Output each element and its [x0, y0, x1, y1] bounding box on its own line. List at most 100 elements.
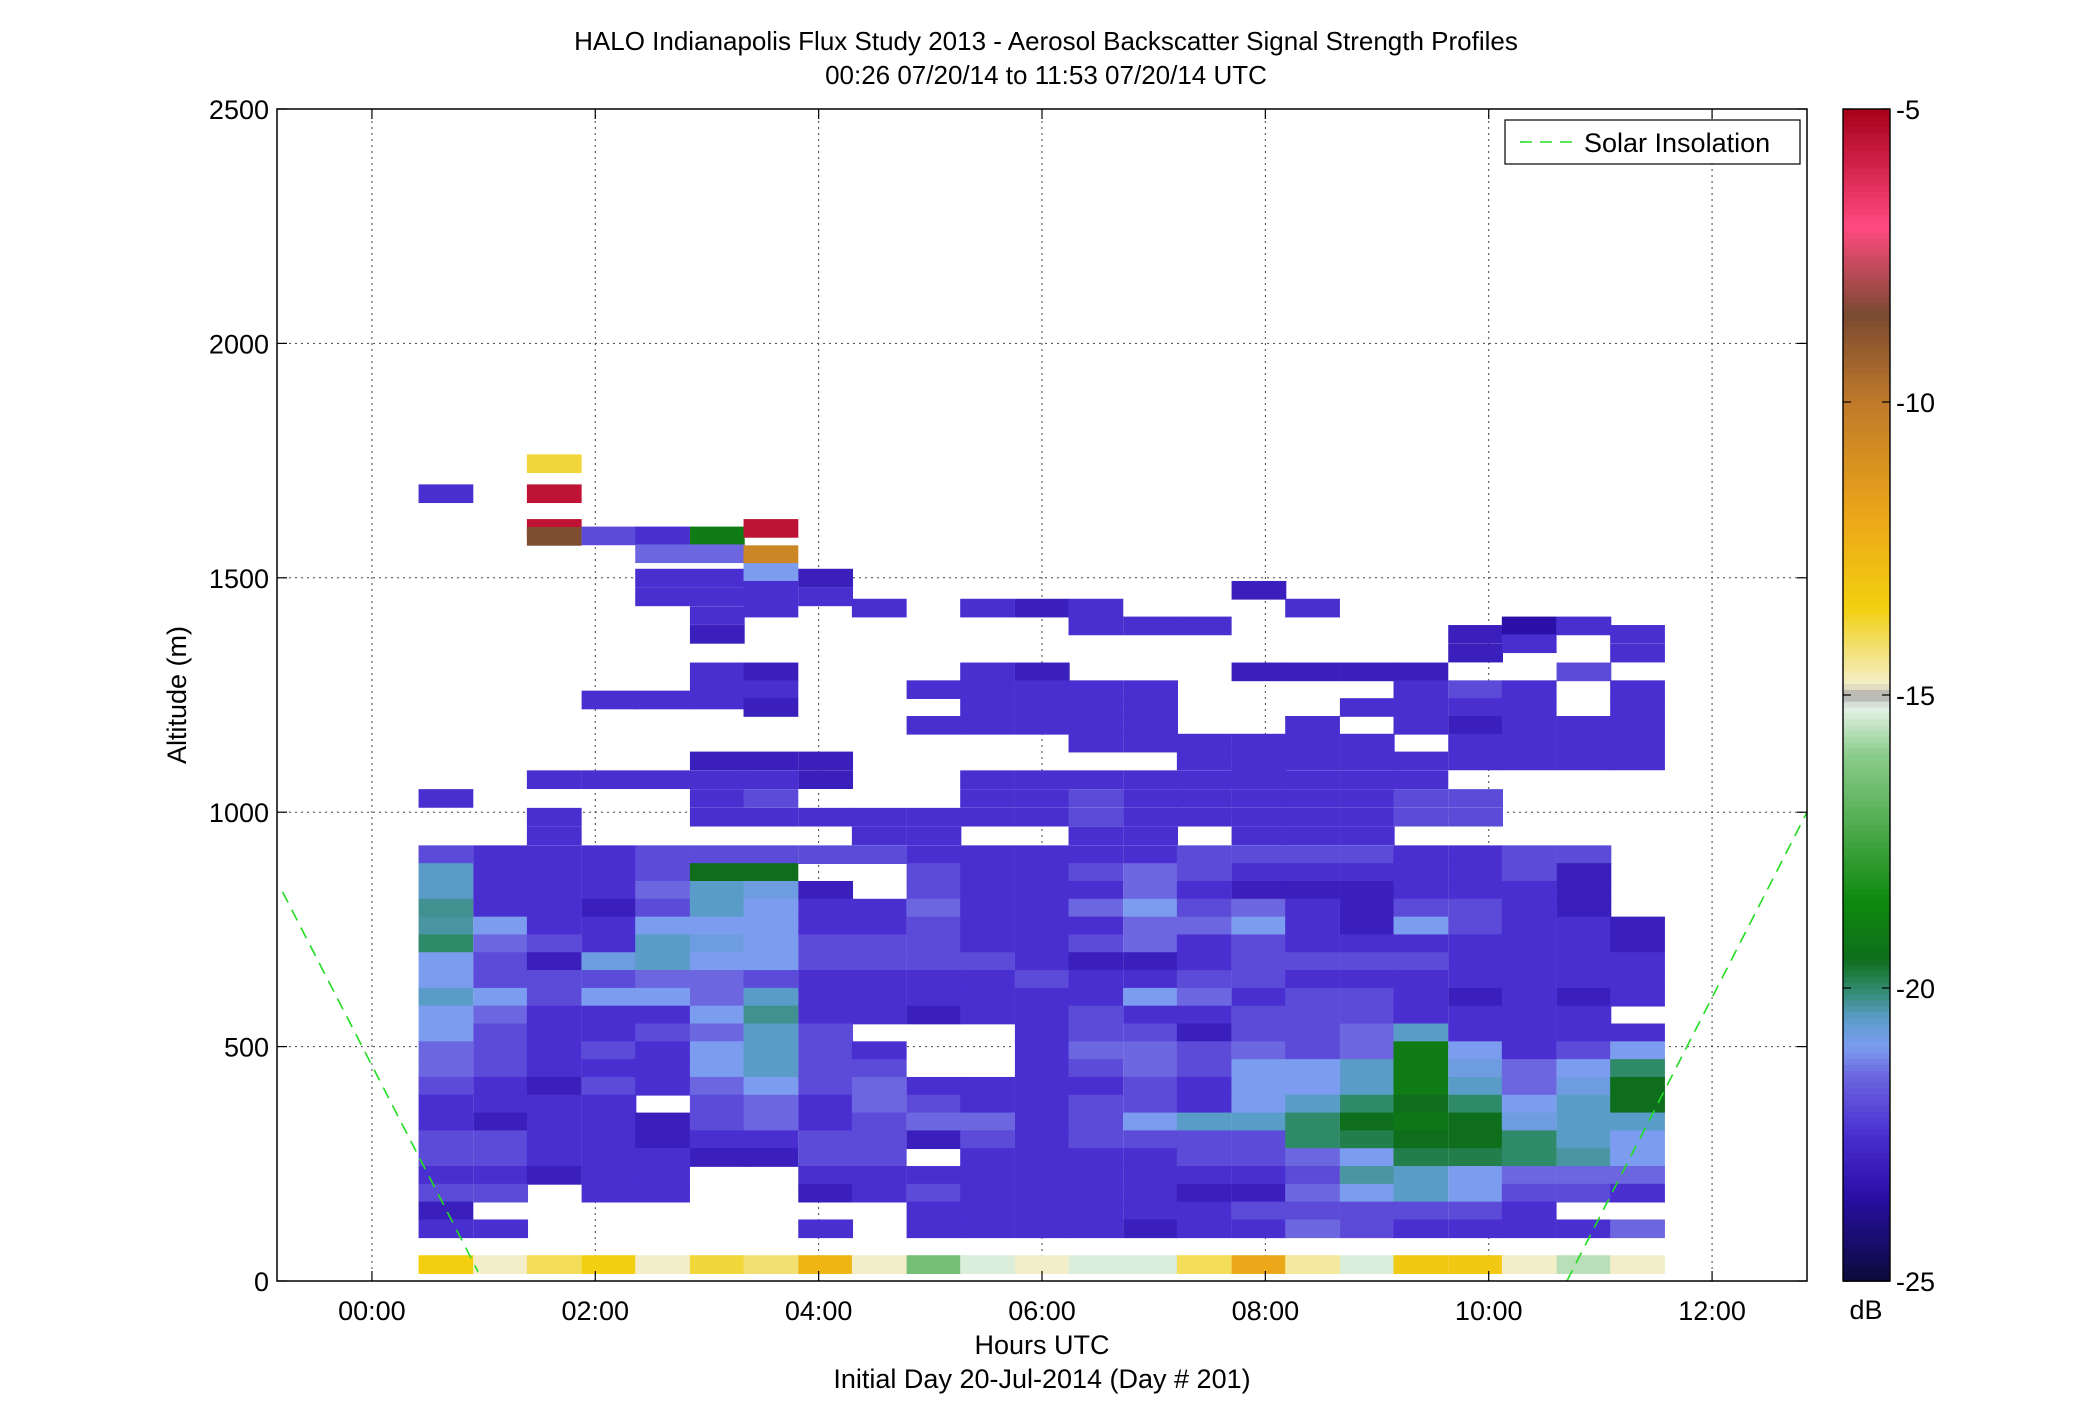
heatmap-cell	[581, 934, 637, 954]
heatmap-cell	[1068, 789, 1124, 808]
heatmap-cell	[960, 1005, 1015, 1025]
heatmap-cell	[1123, 1183, 1179, 1203]
heatmap-cell	[418, 789, 474, 808]
heatmap-cell	[851, 987, 907, 1007]
heatmap-cell	[581, 845, 637, 865]
heatmap-cell	[906, 916, 962, 936]
heatmap-cell	[473, 1130, 529, 1150]
heatmap-cell	[1285, 1059, 1340, 1078]
heatmap-cell	[1068, 715, 1124, 735]
x-tick-label: 10:00	[1455, 1296, 1523, 1326]
heatmap-cell	[526, 1059, 582, 1078]
heatmap-cell	[1285, 1130, 1340, 1150]
colorbar-stripe	[1843, 220, 1890, 227]
heatmap-cell	[1123, 916, 1179, 936]
heatmap-cell	[1556, 1094, 1612, 1114]
heatmap-cell	[689, 526, 745, 546]
colorbar-stripe	[1843, 208, 1890, 216]
y-tick-label: 1000	[209, 798, 269, 828]
heatmap-cell	[526, 1041, 582, 1060]
heatmap-cell	[418, 1041, 474, 1060]
ground-strip-cell	[1123, 1255, 1179, 1274]
legend-label-solar: Solar Insolation	[1584, 128, 1770, 158]
heatmap-cell	[1339, 952, 1395, 971]
colorbar-stripe	[1843, 689, 1890, 696]
heatmap-cell	[689, 568, 745, 588]
heatmap-cell	[1339, 1005, 1395, 1025]
heatmap-cell	[1231, 952, 1287, 971]
colorbar-stripe	[1843, 366, 1890, 374]
heatmap-cell	[526, 952, 582, 971]
heatmap-cell	[1501, 1005, 1557, 1025]
heatmap-cell	[906, 1183, 962, 1203]
heatmap-cell	[1501, 1076, 1557, 1096]
heatmap-cell	[1068, 1130, 1124, 1150]
heatmap-cell	[1448, 1076, 1503, 1096]
colorbar-stripe	[1843, 466, 1890, 474]
heatmap-cell	[1176, 987, 1232, 1007]
colorbar-stripe	[1843, 993, 1890, 1001]
colorbar-stripe	[1843, 1017, 1890, 1024]
heatmap-cell	[473, 880, 529, 900]
heatmap-cell	[1176, 1166, 1232, 1185]
heatmap-cell	[581, 1005, 637, 1025]
colorbar-stripe	[1843, 232, 1890, 239]
colorbar-stripe	[1843, 835, 1890, 843]
heatmap-cell	[1123, 770, 1179, 790]
heatmap-cell	[1068, 845, 1124, 865]
heatmap-cell	[1123, 1041, 1179, 1060]
colorbar-stripe	[1843, 806, 1890, 813]
colorbar-stripe	[1843, 964, 1890, 972]
heatmap-cell	[1285, 733, 1340, 753]
heatmap-cell	[473, 1059, 529, 1078]
heatmap-cell	[798, 1166, 854, 1185]
heatmap-cell	[689, 987, 745, 1007]
colorbar-stripe	[1843, 583, 1890, 591]
colorbar-label: dB	[1849, 1295, 1882, 1325]
heatmap-cell	[1231, 916, 1287, 936]
heatmap-cell	[1610, 934, 1665, 954]
heatmap-cell	[906, 863, 962, 882]
heatmap-cell	[526, 1130, 582, 1150]
heatmap-cell	[851, 845, 907, 865]
colorbar-stripe	[1843, 1034, 1890, 1042]
colorbar-stripe	[1843, 372, 1890, 380]
heatmap-cell	[1501, 916, 1557, 936]
heatmap-cell	[743, 1076, 799, 1096]
heatmap-cell	[1123, 1023, 1179, 1043]
colorbar-stripe	[1843, 935, 1890, 942]
heatmap-cell	[689, 1148, 745, 1167]
heatmap-cell	[1393, 952, 1449, 971]
heatmap-cell	[1285, 863, 1340, 882]
heatmap-cell	[743, 863, 799, 882]
heatmap-cell	[1556, 733, 1612, 753]
heatmap-cell	[1448, 1219, 1503, 1239]
colorbar-stripe	[1843, 683, 1890, 690]
heatmap-cell	[1176, 807, 1232, 827]
heatmap-cell	[743, 580, 799, 600]
heatmap-cell	[1176, 863, 1232, 882]
heatmap-cell	[1393, 1183, 1449, 1203]
colorbar-stripe	[1843, 1087, 1890, 1095]
heatmap-cell	[1610, 715, 1665, 735]
heatmap-cell	[1339, 770, 1395, 790]
heatmap-cell	[960, 1183, 1015, 1203]
colorbar-stripe	[1843, 753, 1890, 761]
heatmap-cell	[1501, 634, 1557, 654]
heatmap-cell	[581, 916, 637, 936]
colorbar-stripe	[1843, 261, 1890, 269]
heatmap-cell	[1285, 1094, 1340, 1114]
colorbar-stripe	[1843, 876, 1890, 884]
heatmap-cell	[1448, 625, 1503, 644]
heatmap-cell	[689, 1076, 745, 1096]
heatmap-cell	[1176, 1201, 1232, 1221]
colorbar-stripe	[1843, 191, 1890, 198]
heatmap-cell	[1123, 807, 1179, 827]
colorbar-stripe	[1843, 185, 1890, 192]
heatmap-cell	[473, 1094, 529, 1114]
heatmap-cell	[1393, 987, 1449, 1007]
heatmap-cell	[960, 715, 1015, 735]
heatmap-cell	[1231, 898, 1287, 918]
heatmap-cell	[1123, 1148, 1179, 1167]
